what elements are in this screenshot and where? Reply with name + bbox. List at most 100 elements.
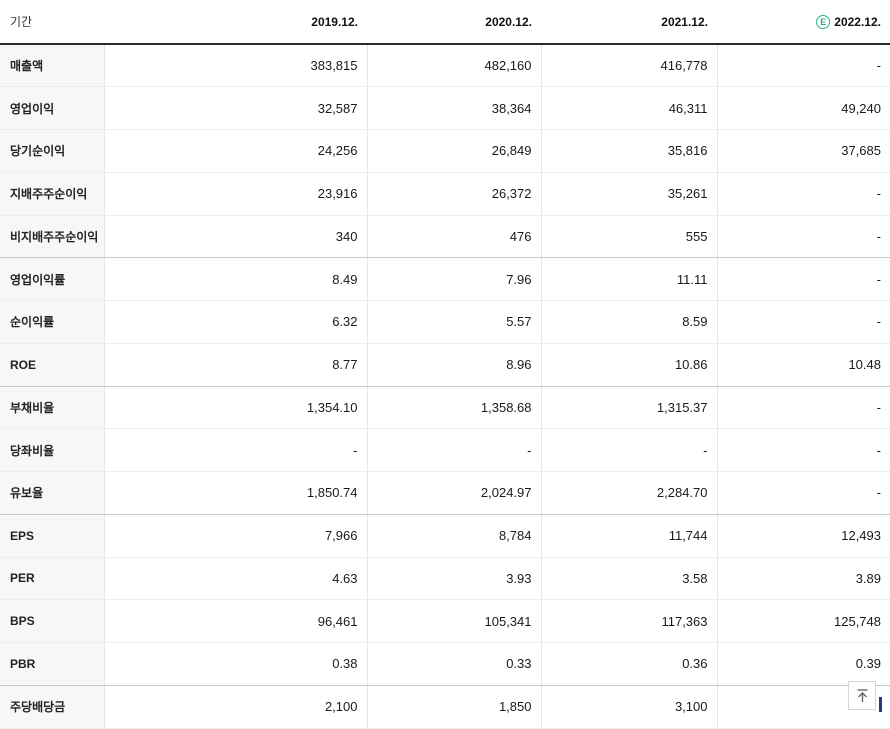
table-row: 지배주주순이익 23,916 26,372 35,261- [0,172,890,216]
table-row: 순이익률 6.32 5.57 8.59- [0,300,890,344]
cell-value: 117,363 [540,599,717,643]
cell-value: 340 [103,215,367,259]
cell-value: 8.77 [103,343,367,387]
row-label: ROE [0,343,104,387]
cell-value: - [716,300,890,344]
cell-value: 383,815 [103,44,367,88]
cell-value: 1,315.37 [540,386,717,430]
row-label: 지배주주순이익 [0,172,104,216]
cell-value: 7,966 [103,514,367,558]
cell-value: - [716,428,890,472]
estimate-badge-icon: E [816,14,831,29]
cell-value: 3.89 [716,557,890,601]
table-row: PBR 0.38 0.33 0.36 0.39 [0,642,890,686]
cell-value: 35,261 [540,172,717,216]
cell-value: 35,816 [540,129,717,173]
cell-value: 3,100 [540,685,717,729]
cell-value: 12,493 [716,514,890,558]
cell-value: 11.11 [540,257,717,301]
cell-value: - [716,172,890,216]
table-row: EPS 7,966 8,784 11,744 12,493 [0,514,890,558]
cell-value: 38,364 [366,86,541,130]
cell-value: 1,850 [366,685,541,729]
cell-value: - [103,428,367,472]
cell-value: - [716,215,890,259]
table-body: 매출액 383,815 482,160 416,778- 영업이익 32,587 38… [0,44,890,729]
cell-value: 24,256 [103,129,367,173]
cell-value: 0.36 [540,642,717,686]
row-label: 부채비율 [0,386,104,430]
table-row: BPS 96,461 105,341 117,363 125,748 [0,599,890,643]
row-label: 주당배당금 [0,685,104,729]
row-label: 유보율 [0,471,104,515]
table-row: 주당배당금 2,100 1,850 3,100 [0,685,890,729]
cell-value: 1,850.74 [103,471,367,515]
row-label: BPS [0,599,104,643]
row-label: 순이익률 [0,300,104,344]
cell-value: 0.33 [366,642,541,686]
cell-value: 4.63 [103,557,367,601]
cell-value: 10.86 [540,343,717,387]
row-label: 영업이익 [0,86,104,130]
cell-value: 5.57 [366,300,541,344]
cell-value: 26,372 [366,172,541,216]
cell-value: 0.39 [716,642,890,686]
cell-value: 7.96 [366,257,541,301]
scroll-to-top-button[interactable] [848,681,876,710]
cell-value: 482,160 [366,44,541,88]
cell-value: 2,024.97 [366,471,541,515]
cell-value: - [716,471,890,515]
cell-value: 3.93 [366,557,541,601]
cell-value: 10.48 [716,343,890,387]
cell-value: 37,685 [716,129,890,173]
row-label: EPS [0,514,104,558]
header-row: 기간 2019.12. 2020.12. 2021.12. E 2022.12. [0,0,890,45]
cell-value: 26,849 [366,129,541,173]
cell-value: 3.58 [540,557,717,601]
arrow-up-to-top-icon [855,688,870,704]
table-row: 영업이익률 8.49 7.96 11.11- [0,257,890,301]
table-row: 비지배주주순이익 340 476 555- [0,215,890,259]
cell-value: 555 [540,215,717,259]
row-label: PBR [0,642,104,686]
cell-value: 49,240 [716,86,890,130]
table-row: 매출액 383,815 482,160 416,778- [0,44,890,88]
cell-value: 8,784 [366,514,541,558]
cell-value: 2,284.70 [540,471,717,515]
table-row: 영업이익 32,587 38,364 46,311 49,240 [0,86,890,130]
cell-value: 105,341 [366,599,541,643]
obscured-value-fragment [879,697,882,712]
cell-value: 11,744 [540,514,717,558]
cell-value: 416,778 [540,44,717,88]
cell-value: 6.32 [103,300,367,344]
cell-value: - [716,44,890,88]
row-label: 당기순이익 [0,129,104,173]
cell-value: 32,587 [103,86,367,130]
cell-value: 23,916 [103,172,367,216]
cell-value: 1,358.68 [366,386,541,430]
table-row: 유보율 1,850.74 2,024.97 2,284.70- [0,471,890,515]
column-header-202012: 2020.12. [367,0,541,45]
cell-value: 125,748 [716,599,890,643]
table-row: 당좌비율 ---- [0,428,890,472]
cell-value: 96,461 [103,599,367,643]
cell-value: - [716,257,890,301]
cell-value: 0.38 [103,642,367,686]
cell-value: 2,100 [103,685,367,729]
table-row: PER 4.63 3.93 3.58 3.89 [0,557,890,601]
cell-value: 46,311 [540,86,717,130]
cell-value: - [716,386,890,430]
row-label: 당좌비율 [0,428,104,472]
column-header-202112: 2021.12. [541,0,717,45]
column-header-201912: 2019.12. [104,0,367,45]
cell-value: - [366,428,541,472]
table-row: ROE 8.77 8.96 10.86 10.48 [0,343,890,387]
cell-value: 8.49 [103,257,367,301]
row-label: 영업이익률 [0,257,104,301]
row-label: 비지배주주순이익 [0,215,104,259]
cell-value: 476 [366,215,541,259]
cell-value: 8.59 [540,300,717,344]
row-label: 매출액 [0,44,104,88]
cell-value: 8.96 [366,343,541,387]
